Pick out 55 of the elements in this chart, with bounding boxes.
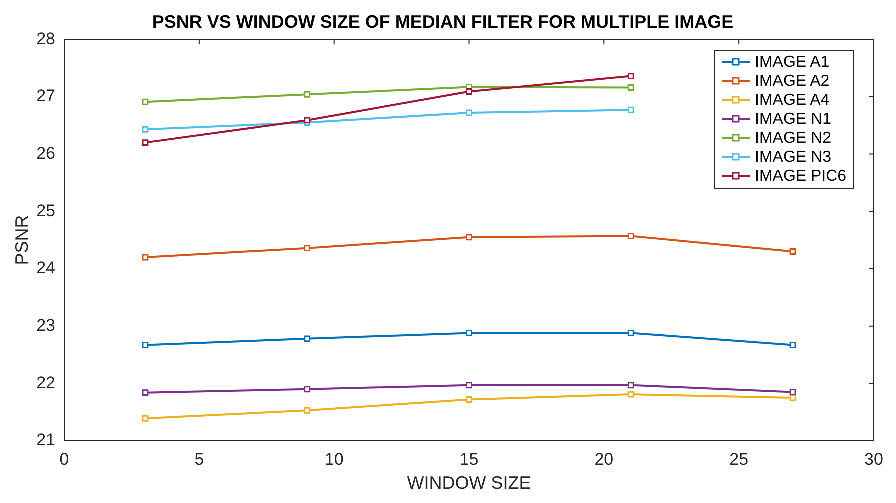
point <box>304 245 311 252</box>
point <box>142 98 149 106</box>
point <box>628 391 634 398</box>
y-tick-label: 23 <box>36 316 56 335</box>
point <box>142 140 149 146</box>
legend-label: IMAGE A2 <box>755 72 830 91</box>
x-tick-label: 15 <box>460 450 479 469</box>
y-tick-label: 27 <box>36 86 56 106</box>
point <box>304 117 311 124</box>
point <box>466 330 472 336</box>
chart-title: PSNR VS WINDOW SIZE OF MEDIAN FILTER FOR MULTIPLE IMAGE <box>152 12 734 32</box>
point <box>466 234 472 241</box>
point <box>304 91 311 98</box>
legend-label: IMAGE N3 <box>755 148 832 167</box>
x-axis-title: WINDOW SIZE <box>407 473 532 494</box>
point <box>628 233 634 240</box>
legend-label: IMAGE N1 <box>755 110 832 129</box>
point <box>304 336 311 342</box>
legend-label: IMAGE PIC6 <box>755 166 847 186</box>
point <box>466 88 472 96</box>
point <box>466 396 472 403</box>
point <box>466 110 472 116</box>
point <box>790 248 796 255</box>
point <box>142 126 149 133</box>
y-tick-label: 22 <box>36 373 56 392</box>
x-tick-label: 10 <box>324 450 344 469</box>
point <box>142 342 149 348</box>
point <box>790 342 796 348</box>
x-tick-label: 20 <box>594 450 614 469</box>
y-tick-label: 26 <box>36 144 56 163</box>
y-tick-label: 24 <box>36 258 56 278</box>
x-tick-label: 5 <box>194 450 204 469</box>
point <box>790 389 796 396</box>
y-tick-label: 28 <box>36 29 56 48</box>
x-tick-label: 0 <box>60 450 70 469</box>
y-tick-label: 21 <box>36 430 56 450</box>
point <box>304 407 311 414</box>
point <box>628 330 634 336</box>
point <box>142 415 149 422</box>
point <box>142 254 149 261</box>
legend-label: IMAGE A4 <box>755 90 830 110</box>
point <box>628 382 634 389</box>
x-tick-label: 30 <box>864 450 884 469</box>
x-tick-label: 25 <box>730 450 749 469</box>
y-tick-label: 25 <box>36 201 56 220</box>
legend-label: IMAGE A1 <box>755 52 830 72</box>
legend-label: IMAGE N2 <box>755 128 832 148</box>
y-axis-title: PSNR <box>12 215 32 266</box>
point <box>628 73 634 80</box>
point <box>466 382 472 389</box>
point <box>628 106 634 114</box>
point <box>142 390 149 396</box>
point <box>628 84 634 91</box>
point <box>304 386 311 393</box>
point <box>790 394 796 402</box>
